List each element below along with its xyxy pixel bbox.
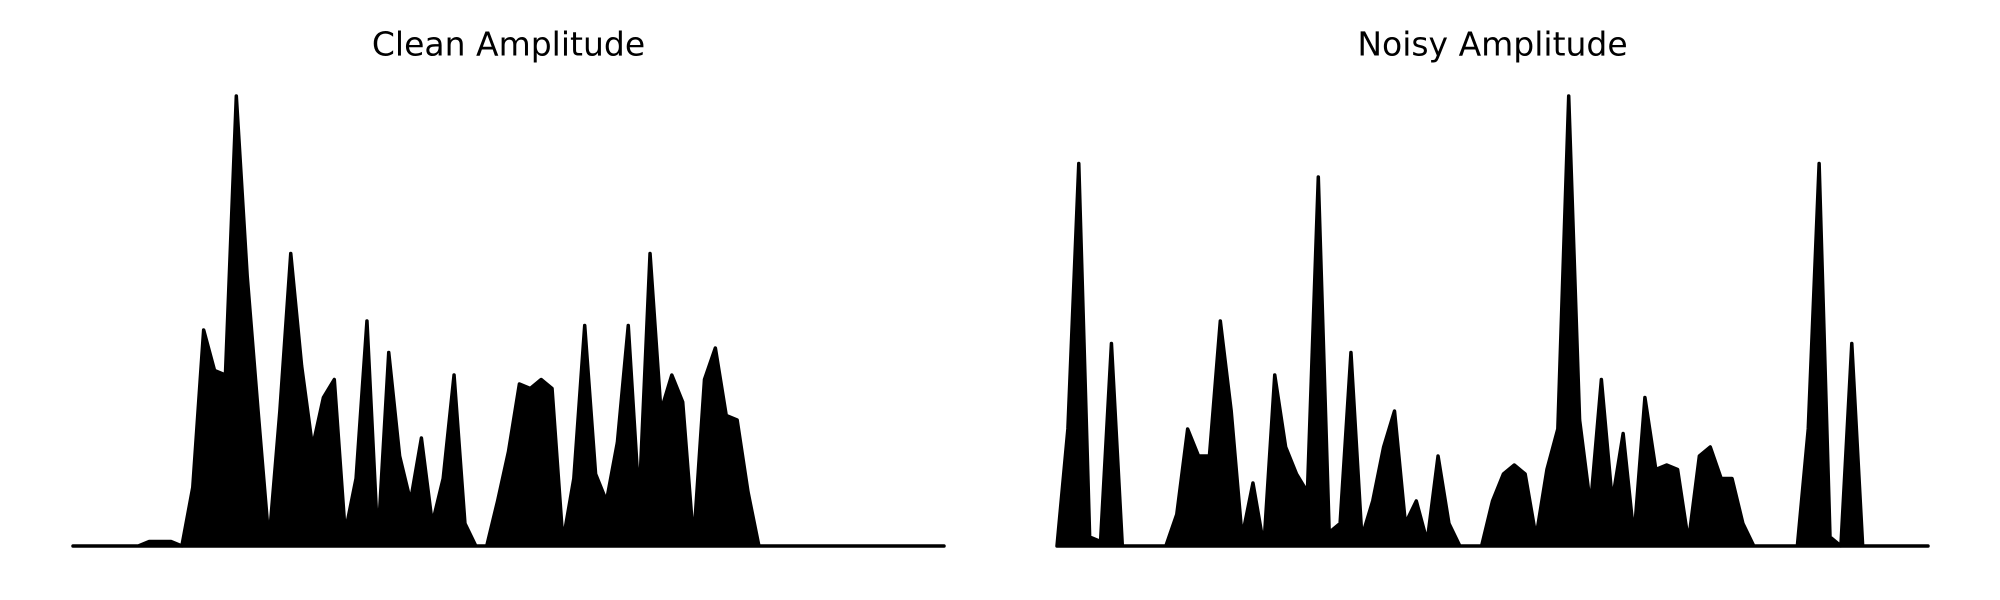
amplitude-envelope <box>71 94 946 548</box>
chart-title: Noisy Amplitude <box>1357 25 1627 64</box>
amplitude-envelope <box>1055 94 1930 548</box>
chart-title: Clean Amplitude <box>372 25 645 64</box>
